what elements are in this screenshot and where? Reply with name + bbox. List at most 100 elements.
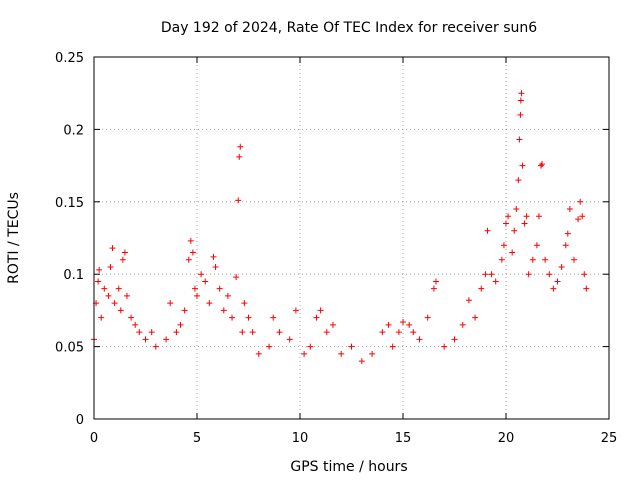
- data-point: [152, 343, 159, 350]
- data-point: [270, 314, 277, 321]
- data-point: [562, 242, 569, 249]
- data-point: [338, 350, 345, 357]
- data-point: [577, 198, 584, 205]
- data-point: [123, 292, 130, 299]
- data-point: [410, 329, 417, 336]
- data-point: [503, 220, 509, 227]
- data-point: [389, 343, 396, 350]
- data-point: [385, 321, 392, 328]
- grid-lines: [94, 57, 609, 419]
- data-point: [109, 245, 116, 252]
- data-point: [286, 336, 293, 343]
- data-point: [98, 314, 105, 321]
- y-tick-label: 0: [76, 413, 84, 428]
- data-point: [167, 300, 174, 307]
- data-point: [210, 253, 217, 260]
- y-tick-label: 0.2: [63, 123, 84, 138]
- data-point: [379, 329, 386, 336]
- data-point: [121, 249, 128, 256]
- data-point: [249, 329, 256, 336]
- data-point: [212, 263, 219, 270]
- data-point: [189, 249, 196, 256]
- data-point: [492, 278, 499, 285]
- data-point: [224, 292, 231, 299]
- data-point: [517, 111, 524, 118]
- data-point: [525, 271, 532, 278]
- x-axis-label: GPS time / hours: [290, 459, 407, 475]
- data-point: [245, 314, 252, 321]
- data-point: [101, 285, 108, 292]
- data-point: [237, 143, 244, 150]
- data-point: [498, 256, 505, 263]
- data-point: [533, 242, 540, 249]
- data-point: [500, 242, 507, 249]
- data-point: [233, 274, 240, 281]
- data-point: [518, 90, 525, 97]
- data-point: [430, 285, 437, 292]
- x-tick-label: 5: [193, 431, 201, 446]
- data-point: [441, 343, 448, 350]
- data-point: [194, 292, 200, 299]
- data-point: [348, 343, 355, 350]
- data-points: [91, 90, 590, 365]
- data-point: [513, 206, 520, 213]
- data-point: [266, 343, 273, 350]
- data-point: [505, 213, 512, 220]
- data-point: [148, 329, 155, 336]
- data-point: [117, 307, 124, 314]
- data-point: [185, 256, 192, 263]
- data-point: [566, 206, 573, 213]
- y-tick-label: 0.05: [55, 341, 84, 356]
- data-point: [216, 285, 223, 292]
- data-point: [105, 292, 112, 299]
- data-point: [400, 318, 406, 325]
- data-point: [478, 285, 485, 292]
- data-point: [459, 321, 466, 328]
- data-point: [255, 350, 262, 357]
- y-tick-label: 0.1: [63, 268, 84, 283]
- data-point: [509, 249, 516, 256]
- y-tick-labels: 0 0.05 0.1 0.15 0.2 0.25: [55, 51, 84, 428]
- data-point: [136, 329, 143, 336]
- x-tick-label: 0: [90, 431, 98, 446]
- data-point: [307, 343, 314, 350]
- data-point: [177, 321, 184, 328]
- data-point: [317, 307, 324, 314]
- data-point: [535, 213, 542, 220]
- data-point: [546, 271, 553, 278]
- data-point: [416, 336, 423, 343]
- data-point: [142, 336, 149, 343]
- data-point: [583, 285, 590, 292]
- data-point: [276, 329, 283, 336]
- x-tick-label: 10: [292, 431, 309, 446]
- plot-frame: [93, 56, 610, 420]
- data-point: [181, 307, 188, 314]
- axis-ticks: [93, 56, 610, 420]
- data-point: [395, 329, 402, 336]
- data-point: [472, 314, 479, 321]
- data-point: [515, 177, 522, 184]
- data-point: [482, 271, 489, 278]
- data-point: [95, 278, 102, 285]
- data-point: [554, 278, 561, 285]
- data-point: [229, 314, 236, 321]
- data-point: [488, 271, 495, 278]
- data-point: [187, 237, 194, 244]
- data-point: [579, 213, 586, 220]
- data-point: [220, 307, 227, 314]
- data-point: [96, 266, 103, 273]
- data-point: [206, 300, 213, 307]
- data-point: [538, 162, 545, 169]
- data-point: [292, 307, 299, 314]
- x-tick-label: 20: [498, 431, 515, 446]
- data-point: [424, 314, 431, 321]
- x-tick-label: 15: [395, 431, 412, 446]
- data-point: [128, 314, 135, 321]
- data-point: [236, 153, 243, 160]
- data-point: [241, 300, 248, 307]
- data-point: [235, 197, 242, 204]
- y-tick-label: 0.15: [55, 196, 84, 211]
- data-point: [191, 285, 198, 292]
- data-point: [558, 263, 565, 270]
- data-point: [432, 278, 439, 285]
